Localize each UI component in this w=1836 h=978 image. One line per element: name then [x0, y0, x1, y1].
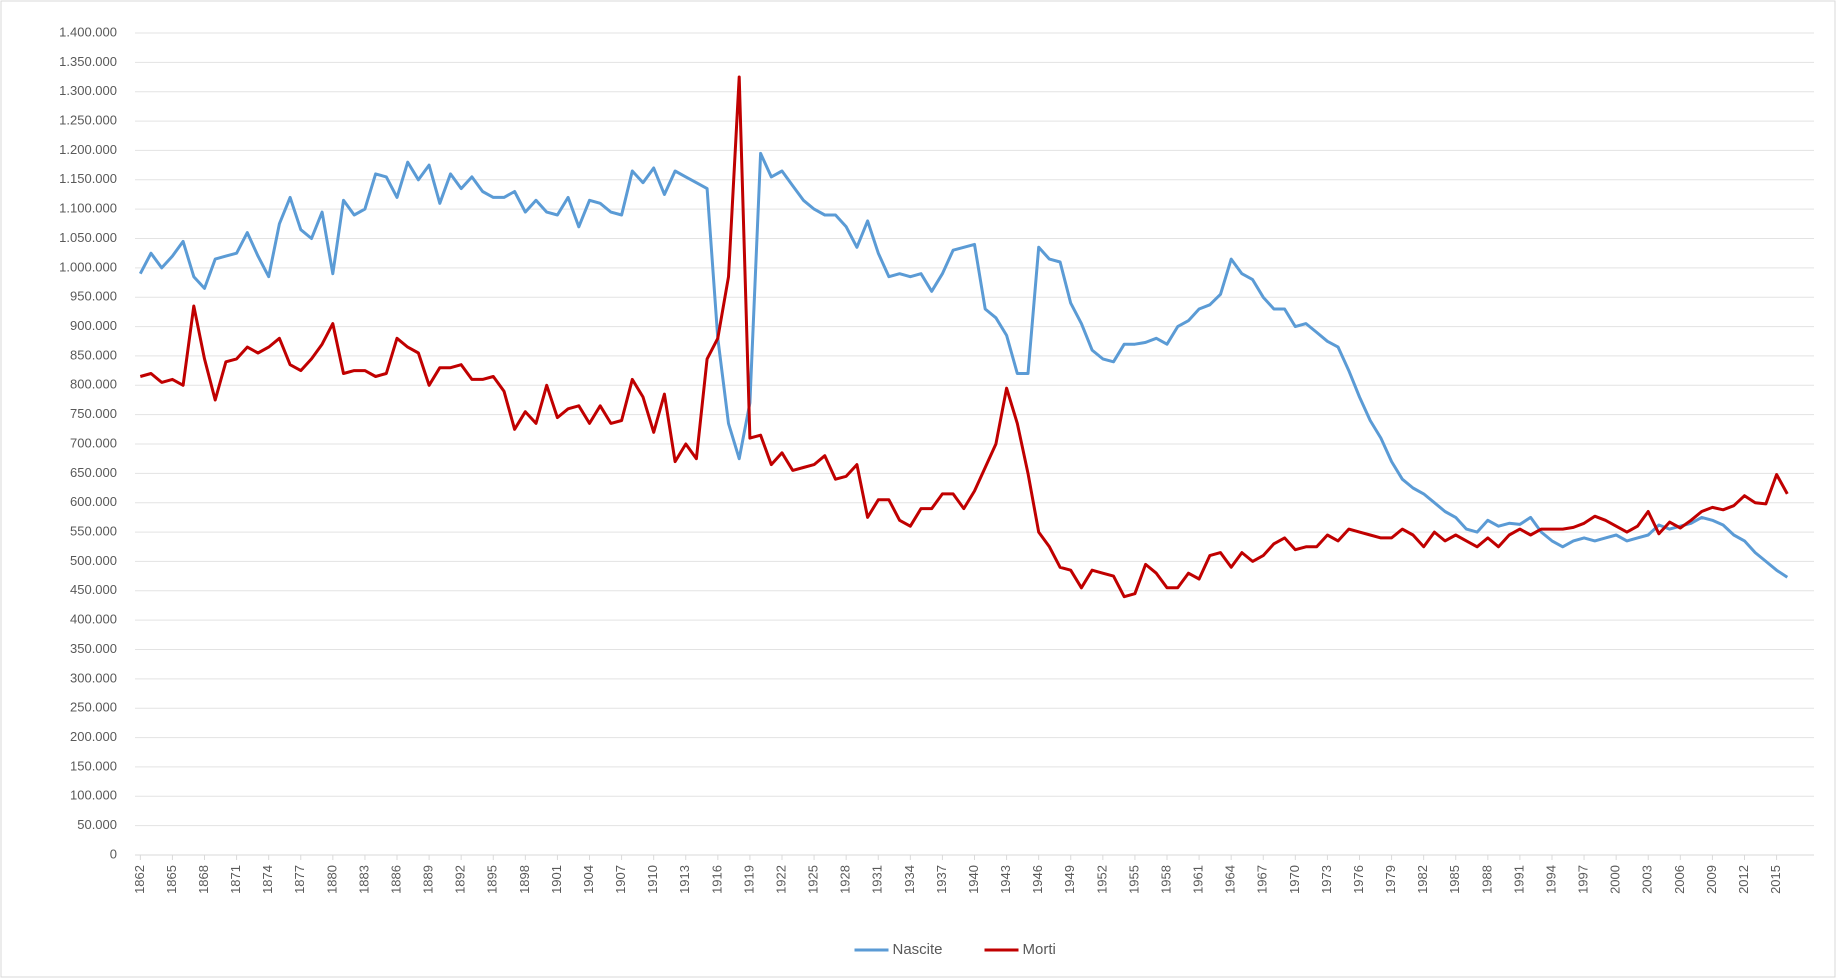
y-tick-label: 250.000 — [70, 700, 117, 715]
y-tick-label: 750.000 — [70, 406, 117, 421]
x-tick-label: 1874 — [260, 865, 275, 894]
y-tick-label: 1.300.000 — [59, 83, 117, 98]
x-tick-label: 1877 — [292, 865, 307, 894]
y-tick-label: 1.100.000 — [59, 201, 117, 216]
x-tick-label: 1907 — [613, 865, 628, 894]
y-tick-label: 450.000 — [70, 582, 117, 597]
y-tick-label: 950.000 — [70, 289, 117, 304]
x-tick-label: 1982 — [1415, 865, 1430, 894]
x-tick-label: 1883 — [356, 865, 371, 894]
x-tick-label: 2003 — [1640, 865, 1655, 894]
x-tick-label: 1964 — [1223, 865, 1238, 894]
y-tick-label: 1.250.000 — [59, 113, 117, 128]
x-tick-label: 1931 — [870, 865, 885, 894]
x-tick-label: 1943 — [998, 865, 1013, 894]
x-tick-label: 1985 — [1447, 865, 1462, 894]
x-tick-label: 2000 — [1608, 865, 1623, 894]
y-tick-label: 200.000 — [70, 729, 117, 744]
x-tick-label: 1979 — [1383, 865, 1398, 894]
x-tick-label: 1991 — [1511, 865, 1526, 894]
y-tick-label: 100.000 — [70, 788, 117, 803]
y-tick-label: 600.000 — [70, 494, 117, 509]
x-tick-label: 2012 — [1736, 865, 1751, 894]
x-tick-label: 1934 — [902, 865, 917, 894]
x-tick-label: 1961 — [1191, 865, 1206, 894]
y-tick-label: 800.000 — [70, 377, 117, 392]
x-tick-label: 1919 — [741, 865, 756, 894]
x-tick-label: 1988 — [1479, 865, 1494, 894]
y-tick-label: 1.000.000 — [59, 259, 117, 274]
x-tick-label: 1892 — [453, 865, 468, 894]
y-tick-label: 1.350.000 — [59, 54, 117, 69]
x-tick-label: 1994 — [1543, 865, 1558, 894]
x-tick-label: 1871 — [228, 865, 243, 894]
x-tick-label: 1895 — [485, 865, 500, 894]
x-tick-label: 1910 — [645, 865, 660, 894]
x-tick-label: 1916 — [709, 865, 724, 894]
y-tick-label: 700.000 — [70, 435, 117, 450]
x-tick-label: 1949 — [1062, 865, 1077, 894]
x-tick-label: 1946 — [1030, 865, 1045, 894]
x-tick-label: 1937 — [934, 865, 949, 894]
y-tick-label: 1.050.000 — [59, 230, 117, 245]
y-tick-label: 50.000 — [77, 817, 117, 832]
x-tick-label: 1925 — [806, 865, 821, 894]
legend-label: Morti — [1023, 941, 1056, 958]
x-tick-label: 1940 — [966, 865, 981, 894]
y-tick-label: 300.000 — [70, 670, 117, 685]
x-tick-label: 1928 — [838, 865, 853, 894]
x-tick-label: 1967 — [1255, 865, 1270, 894]
y-tick-label: 850.000 — [70, 347, 117, 362]
x-tick-label: 1862 — [132, 865, 147, 894]
x-tick-label: 1970 — [1287, 865, 1302, 894]
line-series — [139, 75, 1789, 599]
line-series — [138, 151, 1789, 579]
y-tick-label: 900.000 — [70, 318, 117, 333]
x-tick-label: 1922 — [773, 865, 788, 894]
x-tick-label: 1976 — [1351, 865, 1366, 894]
y-tick-label: 500.000 — [70, 553, 117, 568]
y-tick-label: 150.000 — [70, 758, 117, 773]
y-tick-label: 1.150.000 — [59, 171, 117, 186]
y-tick-label: 0 — [110, 846, 117, 861]
x-tick-label: 1973 — [1319, 865, 1334, 894]
y-tick-label: 550.000 — [70, 524, 117, 539]
y-tick-label: 1.400.000 — [59, 24, 117, 39]
legend-label: Nascite — [893, 941, 943, 958]
x-tick-label: 2009 — [1704, 865, 1719, 894]
x-tick-label: 2006 — [1672, 865, 1687, 894]
x-tick-label: 1898 — [517, 865, 532, 894]
y-tick-label: 350.000 — [70, 641, 117, 656]
x-tick-label: 2015 — [1768, 865, 1783, 894]
x-tick-label: 1958 — [1158, 865, 1173, 894]
y-tick-label: 400.000 — [70, 612, 117, 627]
x-tick-label: 1901 — [549, 865, 564, 894]
x-tick-label: 1889 — [421, 865, 436, 894]
x-tick-label: 1880 — [324, 865, 339, 894]
x-tick-label: 1913 — [677, 865, 692, 894]
x-tick-label: 1955 — [1126, 865, 1141, 894]
x-tick-label: 1904 — [581, 865, 596, 894]
x-tick-label: 1952 — [1094, 865, 1109, 894]
x-tick-label: 1868 — [196, 865, 211, 894]
x-tick-label: 1886 — [388, 865, 403, 894]
x-tick-label: 1997 — [1576, 865, 1591, 894]
x-tick-label: 1865 — [164, 865, 179, 894]
y-tick-label: 1.200.000 — [59, 142, 117, 157]
y-tick-label: 650.000 — [70, 465, 117, 480]
